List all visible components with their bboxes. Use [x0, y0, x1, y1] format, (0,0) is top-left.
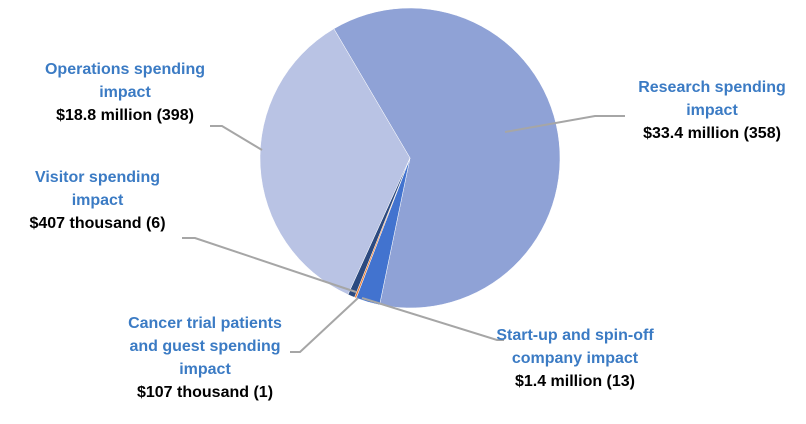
pie-slice	[259, 28, 411, 295]
leader-line	[182, 237, 357, 293]
leader-line	[361, 297, 504, 341]
leader-line	[210, 125, 263, 151]
value-label: $33.4 million (358)	[643, 125, 781, 142]
category-label: Cancer trial patients and guest spending…	[128, 315, 282, 378]
slice-label: Cancer trial patients and guest spending…	[120, 312, 290, 404]
leader-lines	[182, 115, 625, 353]
pie-slice	[333, 7, 561, 309]
value-label: $407 thousand (6)	[29, 215, 166, 232]
value-label: $107 thousand (1)	[136, 384, 274, 401]
category-label: Visitor spending impact	[34, 169, 161, 209]
slice-label: Research spending impact $33.4 million (…	[618, 76, 806, 145]
value-label: $18.8 million (398)	[56, 107, 194, 124]
leader-line	[290, 297, 359, 353]
category-label: Research spending impact	[638, 79, 786, 119]
category-label: Start-up and spin-off company impact	[496, 327, 654, 367]
slice-label: Operations spending impact $18.8 million…	[40, 58, 210, 127]
category-label: Operations spending impact	[44, 61, 205, 101]
slices	[259, 7, 561, 309]
value-label: $1.4 million (13)	[514, 373, 636, 390]
leader-line	[504, 115, 625, 133]
slice-label: Start-up and spin-off company impact $1.…	[490, 324, 660, 393]
slice-label: Visitor spending impact $407 thousand (6…	[10, 166, 185, 235]
